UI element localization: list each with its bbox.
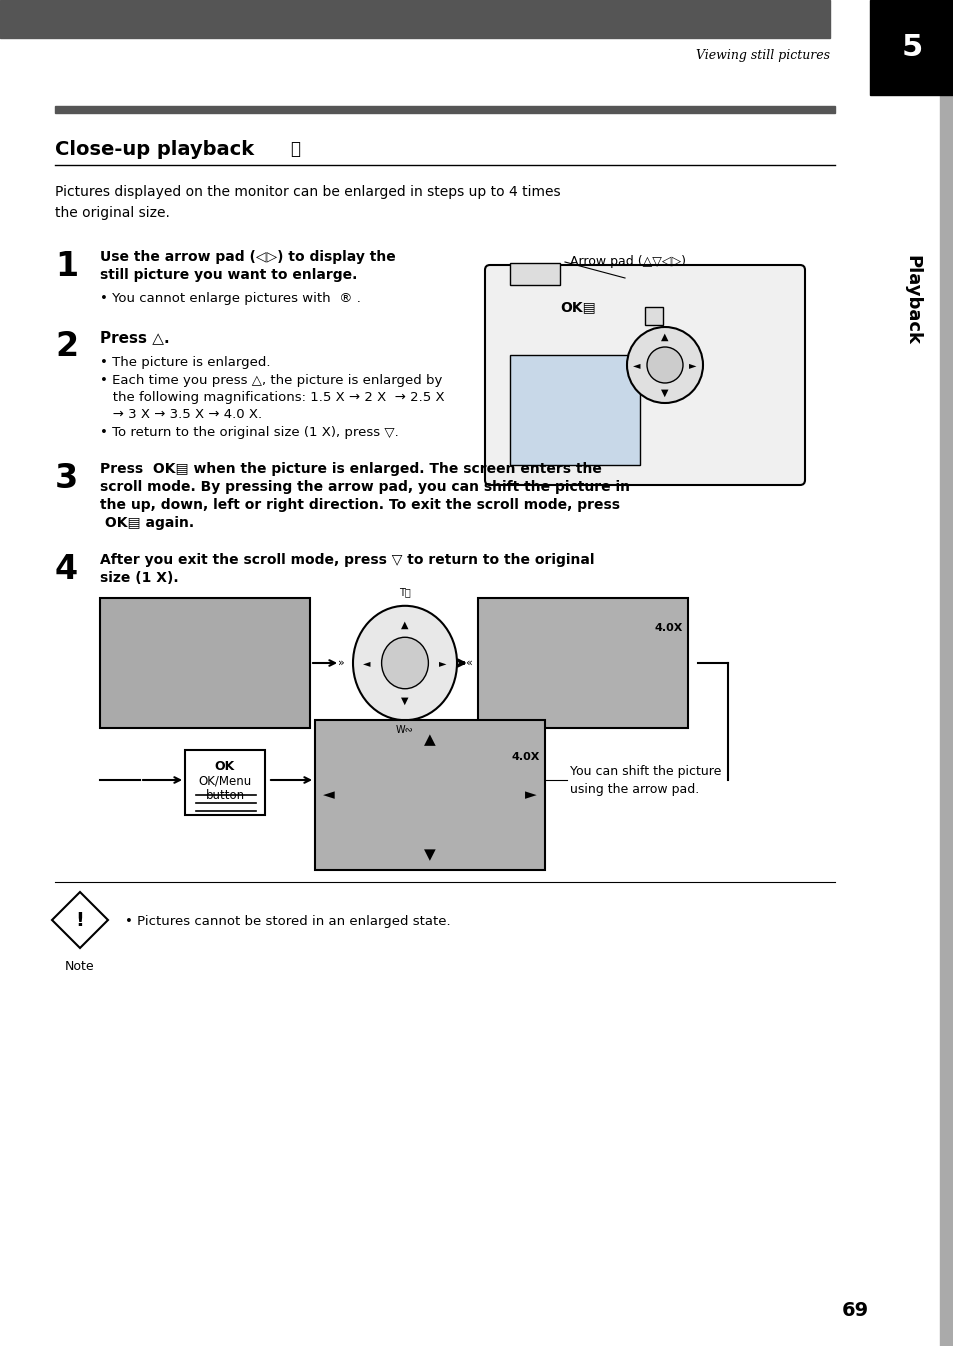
Text: OK: OK <box>214 760 234 773</box>
Text: • The picture is enlarged.: • The picture is enlarged. <box>100 355 271 369</box>
Text: 4.0X: 4.0X <box>654 623 682 633</box>
Text: • To return to the original size (1 X), press ▽.: • To return to the original size (1 X), … <box>100 425 398 439</box>
Text: • You cannot enlarge pictures with  ® .: • You cannot enlarge pictures with ® . <box>100 292 360 306</box>
Text: »: » <box>337 658 344 668</box>
Text: Pictures displayed on the monitor can be enlarged in steps up to 4 times
the ori: Pictures displayed on the monitor can be… <box>55 184 560 219</box>
Text: TⓆ: TⓆ <box>398 587 411 598</box>
Text: ►: ► <box>438 658 446 668</box>
Bar <box>0 0 829 38</box>
Text: 1: 1 <box>55 250 78 283</box>
Text: After you exit the scroll mode, press ▽ to return to the original: After you exit the scroll mode, press ▽ … <box>100 553 594 567</box>
Circle shape <box>626 327 702 402</box>
Text: the up, down, left or right direction. To exit the scroll mode, press: the up, down, left or right direction. T… <box>100 498 619 511</box>
Text: ◄: ◄ <box>633 359 640 370</box>
Text: «: « <box>465 658 472 668</box>
Bar <box>644 307 662 324</box>
Text: Use the arrow pad (◁▷) to display the: Use the arrow pad (◁▷) to display the <box>100 250 395 264</box>
Text: OK▤: OK▤ <box>559 300 595 314</box>
Text: ▼: ▼ <box>401 696 408 707</box>
Text: ►: ► <box>525 787 537 802</box>
Text: Press △.: Press △. <box>100 330 170 345</box>
Text: size (1 X).: size (1 X). <box>100 571 178 586</box>
Text: ▲: ▲ <box>401 621 408 630</box>
Text: 3: 3 <box>55 462 78 495</box>
Text: Close-up playback: Close-up playback <box>55 140 253 159</box>
Text: Viewing still pictures: Viewing still pictures <box>696 48 829 62</box>
Bar <box>510 262 559 285</box>
Text: ◄: ◄ <box>363 658 371 668</box>
Text: Ⓠ: Ⓠ <box>290 140 299 157</box>
Bar <box>314 720 544 870</box>
Text: W∾: W∾ <box>395 725 414 735</box>
FancyBboxPatch shape <box>484 265 804 485</box>
Text: 4: 4 <box>55 553 78 586</box>
Text: Arrow pad (△▽◁▷): Arrow pad (△▽◁▷) <box>569 254 685 268</box>
Bar <box>869 0 953 96</box>
Bar <box>939 0 953 1346</box>
Bar <box>100 598 310 728</box>
Polygon shape <box>52 892 108 948</box>
Bar <box>477 598 687 728</box>
Text: → 3 X → 3.5 X → 4.0 X.: → 3 X → 3.5 X → 4.0 X. <box>100 408 262 421</box>
Bar <box>510 355 639 464</box>
Text: 69: 69 <box>841 1300 867 1319</box>
Text: ▼: ▼ <box>424 847 436 861</box>
Text: scroll mode. By pressing the arrow pad, you can shift the picture in: scroll mode. By pressing the arrow pad, … <box>100 481 629 494</box>
Text: still picture you want to enlarge.: still picture you want to enlarge. <box>100 268 357 283</box>
Ellipse shape <box>353 606 456 720</box>
Text: Press  OK▤ when the picture is enlarged. The screen enters the: Press OK▤ when the picture is enlarged. … <box>100 462 601 476</box>
Text: You can shift the picture
using the arrow pad.: You can shift the picture using the arro… <box>569 765 720 795</box>
Text: ▲: ▲ <box>424 732 436 747</box>
Text: 4.0X: 4.0X <box>511 752 539 762</box>
Bar <box>185 750 265 814</box>
Text: ▲: ▲ <box>660 332 668 342</box>
Text: • Pictures cannot be stored in an enlarged state.: • Pictures cannot be stored in an enlarg… <box>125 915 450 927</box>
Text: button: button <box>205 789 244 802</box>
Text: the following magnifications: 1.5 X → 2 X  → 2.5 X: the following magnifications: 1.5 X → 2 … <box>100 390 444 404</box>
Text: ◄: ◄ <box>323 787 335 802</box>
Text: • Each time you press △, the picture is enlarged by: • Each time you press △, the picture is … <box>100 374 442 388</box>
Text: ▼: ▼ <box>660 388 668 398</box>
Text: Note: Note <box>65 960 94 973</box>
Text: Playback: Playback <box>902 254 920 345</box>
Bar <box>55 106 834 113</box>
Text: 5: 5 <box>901 32 922 62</box>
Text: !: ! <box>75 910 85 930</box>
Text: OK▤ again.: OK▤ again. <box>100 516 193 530</box>
Circle shape <box>646 347 682 384</box>
Ellipse shape <box>381 637 428 689</box>
Text: OK/Menu: OK/Menu <box>198 774 252 787</box>
Text: 2: 2 <box>55 330 78 363</box>
Text: ►: ► <box>688 359 696 370</box>
